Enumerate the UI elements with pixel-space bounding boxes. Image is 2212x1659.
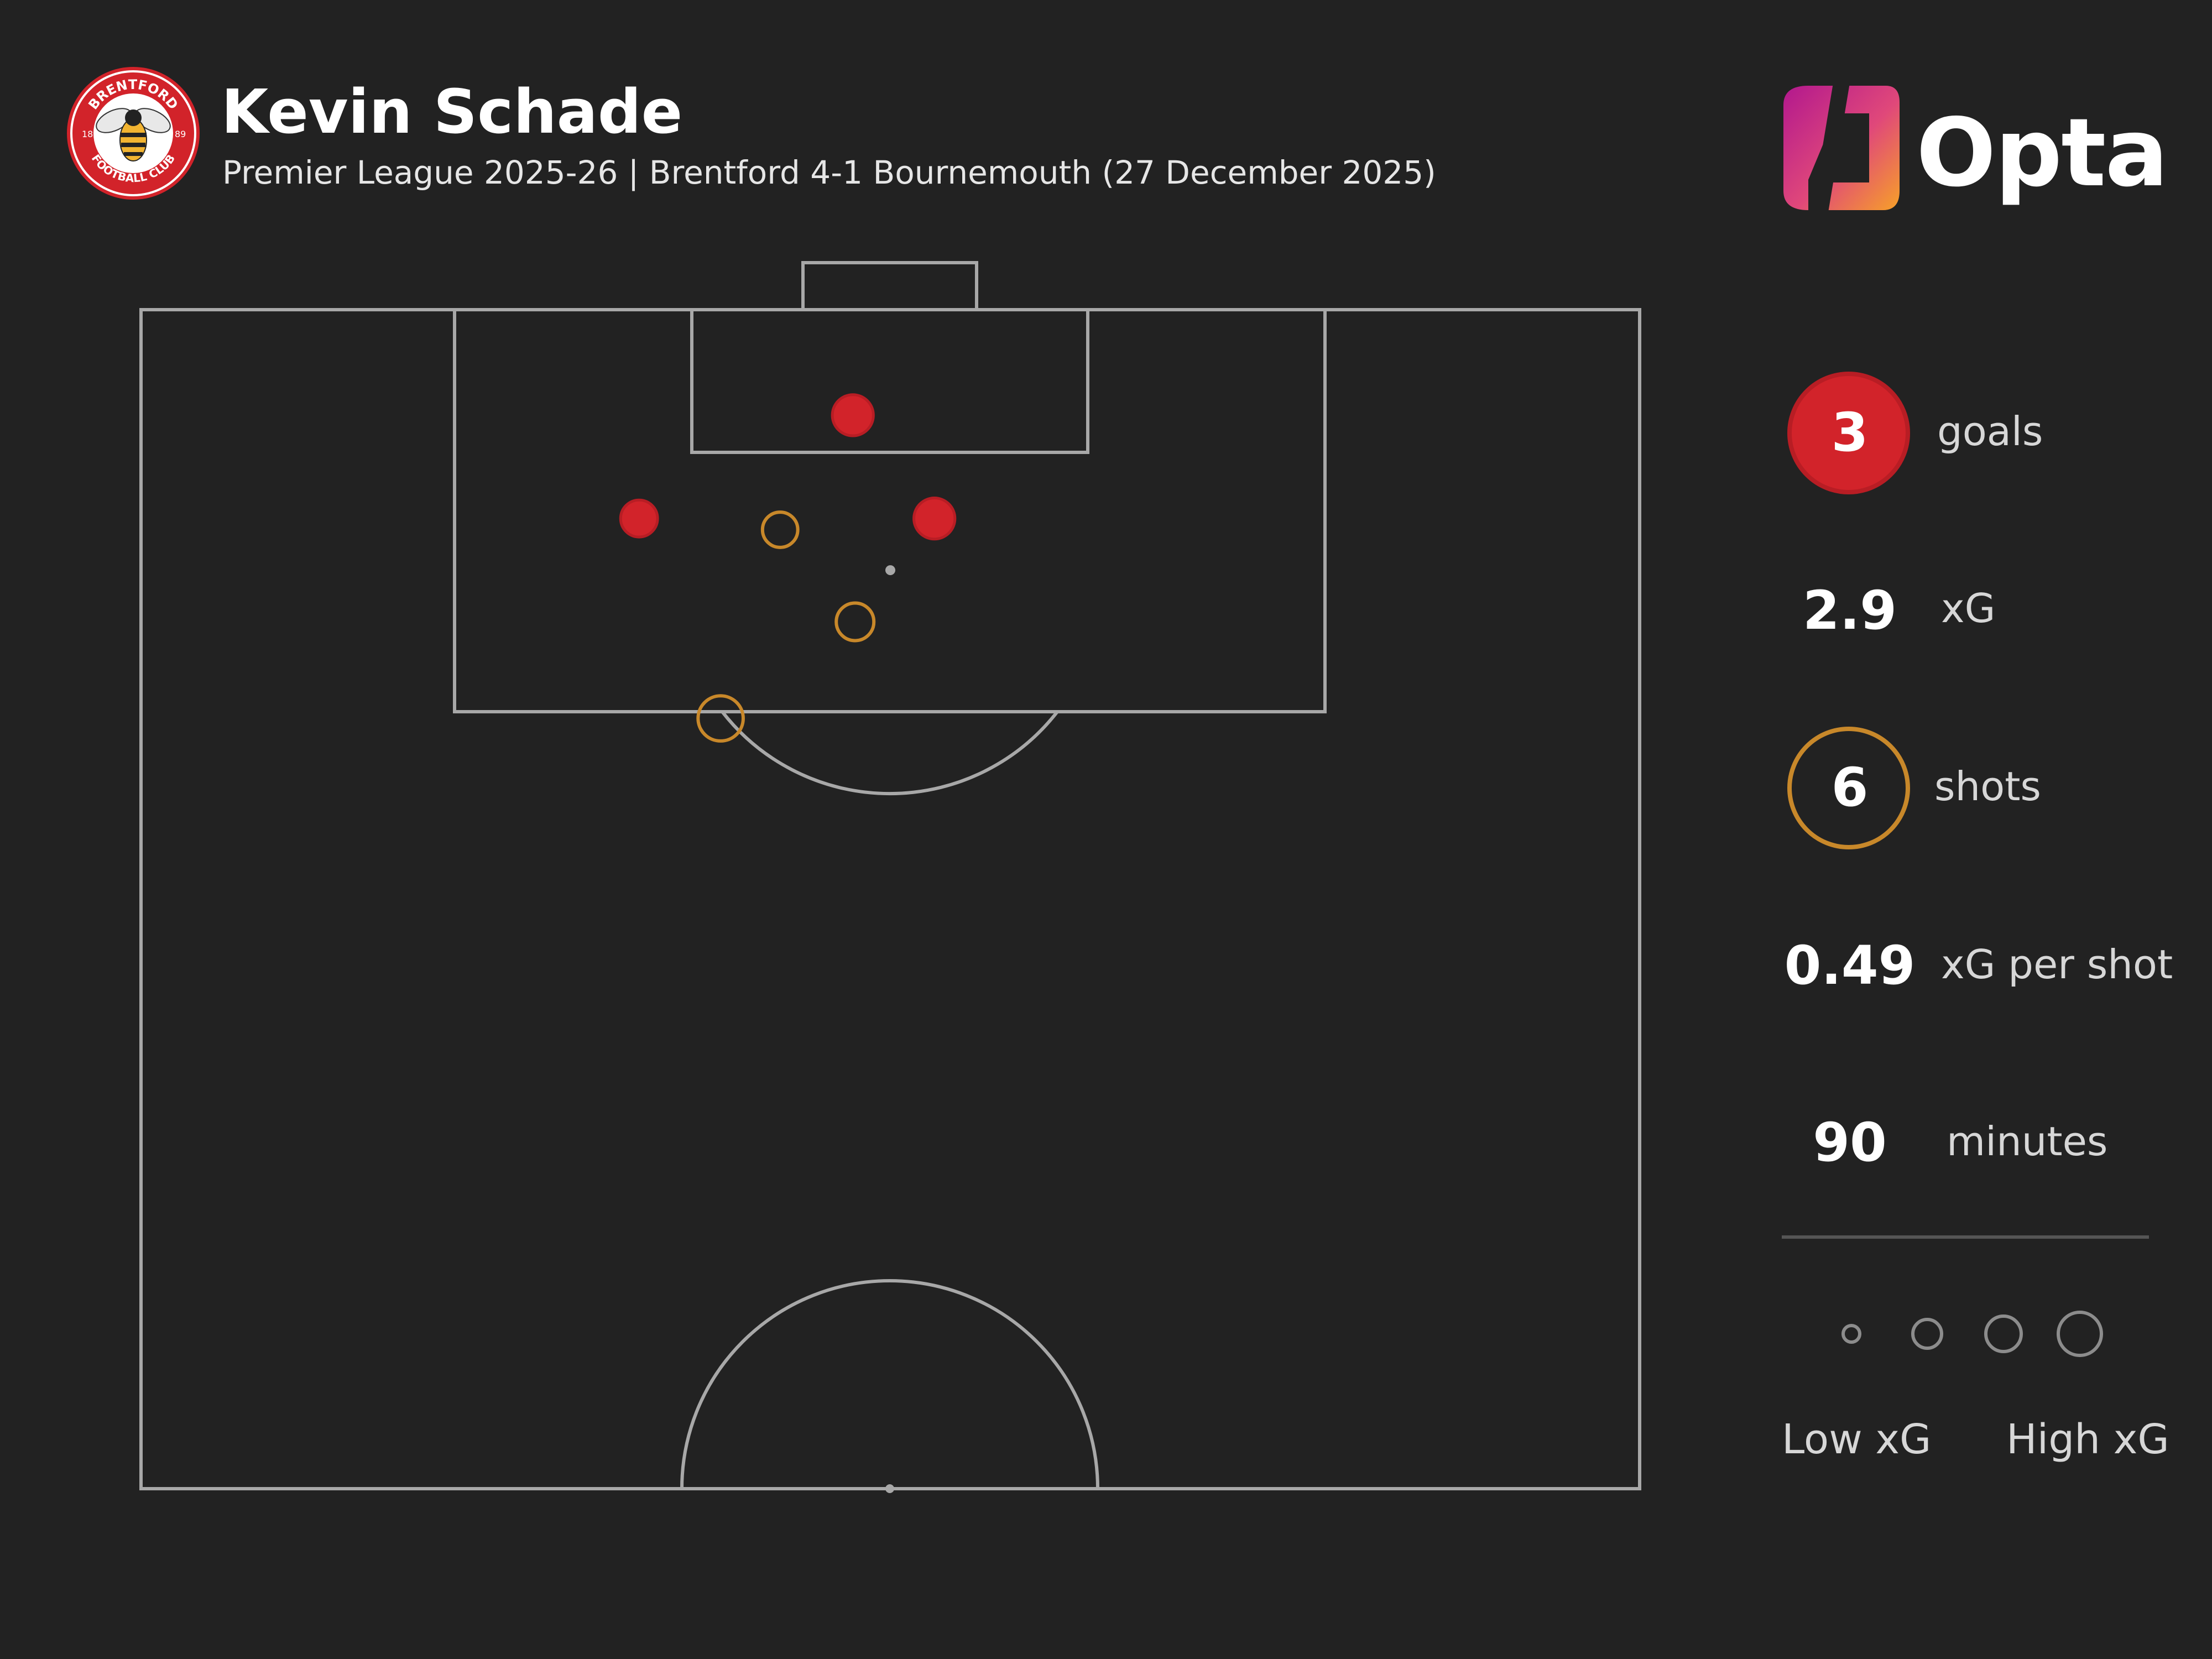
stat-goals-label: goals xyxy=(1937,408,2043,455)
legend-high-label: High xG xyxy=(2006,1416,2169,1463)
pitch-outline xyxy=(139,308,1641,1490)
header: BRENTFORD FOOTBALL CLUB 18 89 Kevin Scha… xyxy=(0,0,2212,232)
stat-xg-value: 2.9 xyxy=(1802,580,1897,641)
penalty-box xyxy=(453,308,1327,713)
goal-marker-1 xyxy=(831,393,875,437)
brentford-crest-icon: BRENTFORD FOOTBALL CLUB 18 89 xyxy=(67,67,200,200)
goal-badge-icon xyxy=(1787,372,1910,494)
brand-name: Opta xyxy=(1916,98,2168,208)
stat-xg: 2.9 xG xyxy=(1781,547,2201,675)
stat-goals-value: 3 xyxy=(1831,401,1869,463)
shot-marker-4 xyxy=(696,694,745,743)
pitch-lines xyxy=(139,261,1641,1490)
goal-marker-2 xyxy=(619,498,659,539)
stat-xg-per-shot-label: xG per shot xyxy=(1941,941,2173,988)
six-yard-box xyxy=(690,308,1089,454)
shots-layer xyxy=(619,393,957,743)
goal-frame xyxy=(801,261,978,311)
legend-low-label: Low xG xyxy=(1782,1416,1932,1463)
stat-shots-value: 6 xyxy=(1831,757,1869,818)
stat-xg-per-shot: 0.49 xG per shot xyxy=(1781,902,2201,1030)
penalty-arc xyxy=(721,711,1059,796)
shot-marker-1 xyxy=(760,510,800,549)
opta-logo-icon xyxy=(1783,83,1900,216)
stat-shots-label: shots xyxy=(1934,763,2041,810)
stats-divider xyxy=(1782,1235,2149,1239)
page-subtitle: Premier League 2025-26 | Brentford 4-1 B… xyxy=(222,154,1436,191)
stat-minutes: 90 minutes xyxy=(1781,1079,2201,1207)
crest-year-left: 18 xyxy=(82,129,93,139)
stat-xg-per-shot-value: 0.49 xyxy=(1784,935,1916,997)
shot-marker-2 xyxy=(885,565,895,576)
centre-circle xyxy=(680,1279,1099,1489)
crest-year-right: 89 xyxy=(175,129,186,139)
page-title: Kevin Schade xyxy=(221,76,683,147)
stat-goals: 3 goals xyxy=(1781,369,2201,497)
stat-shots: 6 shots xyxy=(1781,724,2201,852)
stat-xg-label: xG xyxy=(1941,585,1996,632)
stat-minutes-value: 90 xyxy=(1813,1112,1887,1173)
centre-spot xyxy=(885,1484,894,1493)
shot-marker-3 xyxy=(834,601,876,643)
stat-minutes-label: minutes xyxy=(1947,1118,2108,1165)
shot-ring-icon xyxy=(1787,727,1910,849)
goal-marker-3 xyxy=(912,497,957,541)
